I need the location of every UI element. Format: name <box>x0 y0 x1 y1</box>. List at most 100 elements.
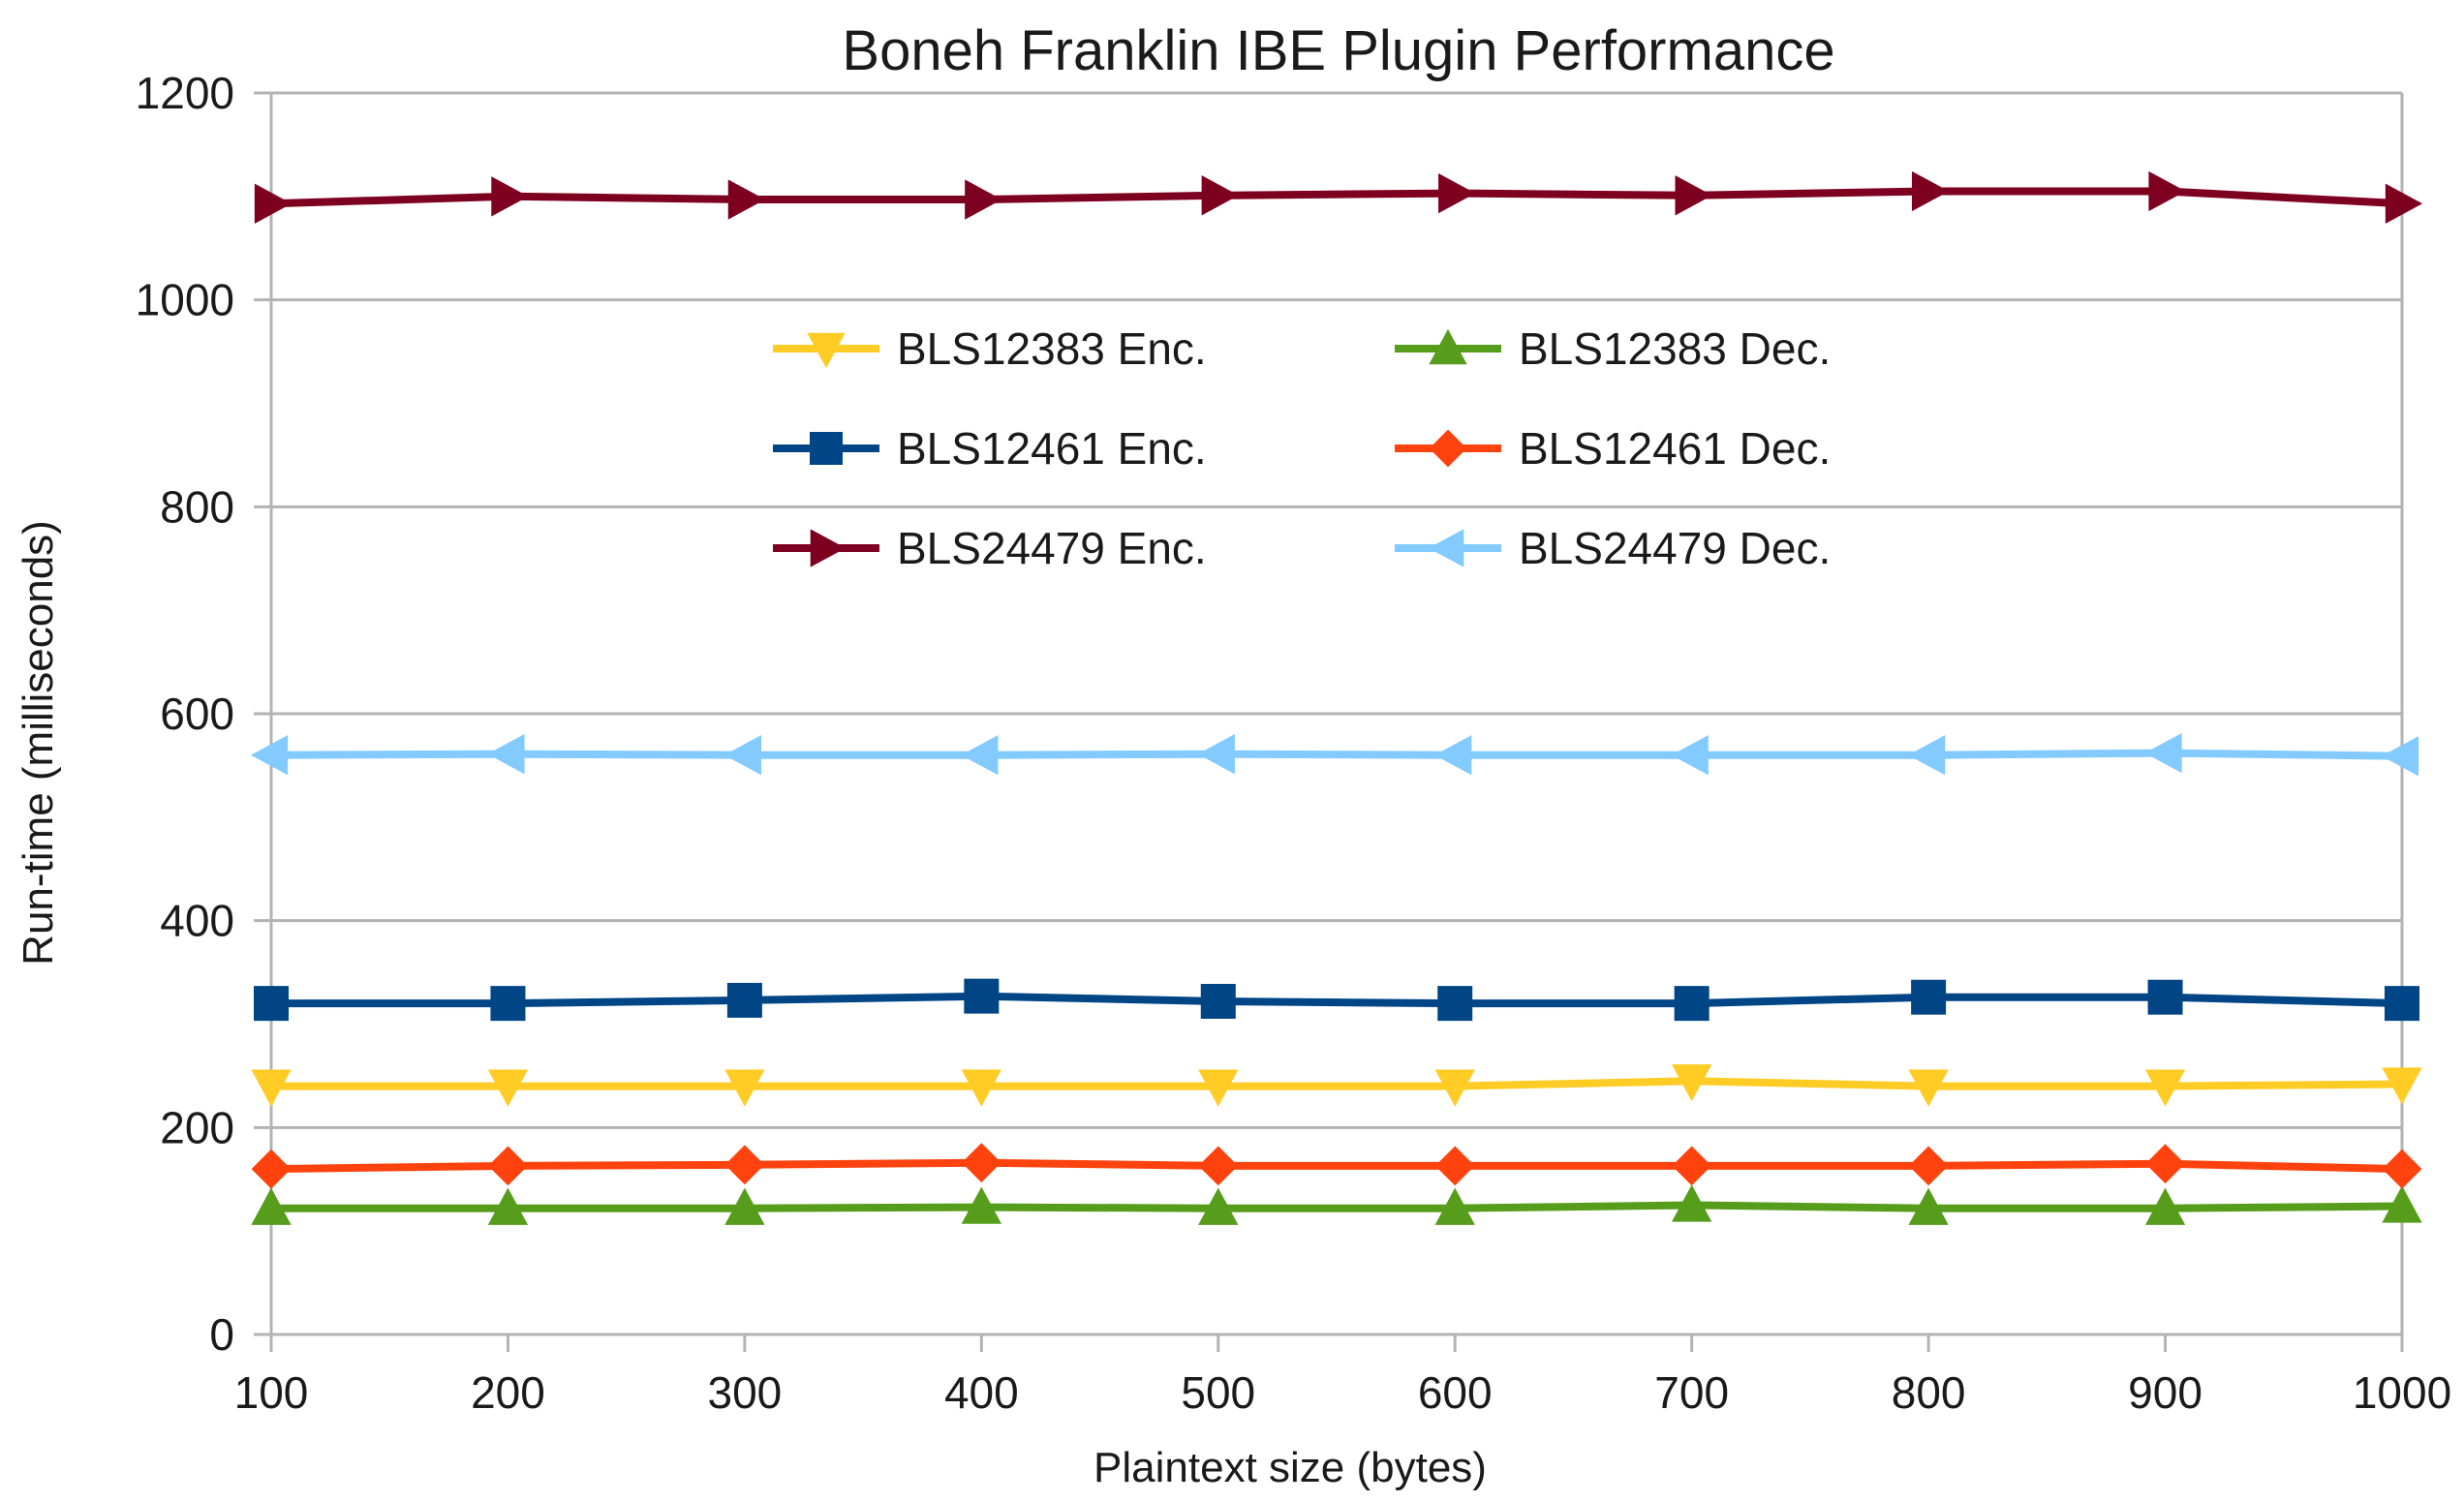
y-tick-label: 1000 <box>136 275 234 325</box>
axes <box>254 91 2404 1352</box>
data-point <box>490 986 526 1022</box>
legend-marker <box>1428 529 1464 567</box>
y-tick-label: 1200 <box>136 68 234 118</box>
data-point <box>251 1187 292 1225</box>
tick-labels: 0 200 400 600 800 1000 1200 100 200 300 400 500 600 7… <box>136 68 2452 1418</box>
data-point <box>2385 986 2419 1022</box>
data-point <box>1671 735 1709 776</box>
gridlines <box>271 91 2402 1336</box>
data-point <box>961 1069 1002 1107</box>
data-point <box>2144 1187 2186 1225</box>
data-point <box>254 183 293 224</box>
x-tick-label: 500 <box>1181 1367 1255 1418</box>
data-point <box>1671 1184 1712 1222</box>
data-point <box>964 978 1000 1014</box>
x-tick-label: 200 <box>471 1367 545 1418</box>
data-point <box>2144 1069 2186 1107</box>
data-point <box>724 735 762 776</box>
legend-item: BLS24479 Dec. <box>1395 523 1831 573</box>
x-tick-label: 400 <box>944 1367 1019 1418</box>
series-bls12461-dec <box>251 1143 2422 1189</box>
legend-item: BLS12461 Dec. <box>1395 423 1831 474</box>
data-point <box>1434 1146 1475 1186</box>
data-point <box>1908 1187 1949 1225</box>
series-bls12383-dec <box>251 1184 2422 1225</box>
legend-label: BLS12383 Enc. <box>897 323 1207 374</box>
data-point <box>2385 183 2423 224</box>
legend-marker <box>810 529 847 567</box>
series-bls12383-enc <box>251 1064 2422 1107</box>
data-point <box>2381 736 2419 777</box>
data-point <box>724 1187 765 1225</box>
y-tick-label: 0 <box>209 1309 234 1360</box>
series-bls24479-enc <box>254 170 2423 224</box>
data-point <box>1434 735 1472 776</box>
data-point <box>1201 175 1239 216</box>
data-point <box>965 179 1002 220</box>
series-bls12461-enc <box>254 978 2419 1022</box>
data-point <box>1198 1187 1239 1225</box>
series-line <box>270 749 2403 760</box>
legend-item: BLS12461 Enc. <box>773 423 1207 474</box>
legend-marker <box>1429 429 1467 468</box>
legend-label: BLS12383 Dec. <box>1519 323 1831 374</box>
data-point <box>487 1187 529 1225</box>
data-point <box>1198 1069 1239 1107</box>
series-bls24479-dec <box>250 732 2419 777</box>
y-tick-label: 800 <box>160 481 234 532</box>
data-point <box>726 982 762 1018</box>
data-point <box>1200 983 1236 1019</box>
series-line <box>271 992 2403 1008</box>
x-tick-label: 700 <box>1654 1367 1729 1418</box>
data-point <box>251 1149 292 1189</box>
data-point <box>1434 1069 1475 1107</box>
x-tick-label: 300 <box>708 1367 783 1418</box>
legend-marker <box>810 432 843 465</box>
data-point <box>724 1069 765 1107</box>
chart-title: Boneh Franklin IBE Plugin Performance <box>842 19 1834 82</box>
data-point <box>724 1145 765 1185</box>
x-tick-label: 100 <box>234 1367 309 1418</box>
data-point <box>1198 1146 1239 1186</box>
y-tick-label: 400 <box>160 896 234 946</box>
y-tick-label: 200 <box>160 1102 234 1152</box>
data-point <box>1197 733 1235 775</box>
data-point <box>491 176 529 217</box>
data-point <box>727 179 765 220</box>
legend-label: BLS24479 Enc. <box>897 523 1207 573</box>
y-tick-label: 600 <box>160 689 234 739</box>
data-point <box>961 1143 1001 1183</box>
data-point <box>2144 732 2182 774</box>
data-point <box>2382 1149 2422 1189</box>
x-axis-label: Plaintext size (bytes) <box>1093 1444 1487 1491</box>
series-group <box>250 170 2423 1225</box>
data-point <box>1438 172 1476 214</box>
data-point <box>488 1146 528 1186</box>
data-point <box>1675 175 1712 216</box>
data-point <box>1674 986 1709 1022</box>
data-point <box>961 1186 1002 1224</box>
data-point <box>487 733 525 775</box>
data-point <box>2382 1185 2422 1223</box>
data-point <box>2382 1067 2422 1105</box>
legend-item: BLS24479 Enc. <box>773 523 1207 573</box>
data-point <box>2145 1144 2185 1184</box>
x-tick-label: 900 <box>2128 1367 2202 1418</box>
series-line <box>271 1077 2403 1090</box>
data-point <box>2147 979 2183 1015</box>
legend-label: BLS12461 Enc. <box>897 423 1207 474</box>
data-point <box>1434 1187 1475 1225</box>
y-axis-label: Run-time (milliseconds) <box>15 520 62 966</box>
x-tick-label: 600 <box>1418 1367 1493 1418</box>
data-point <box>254 986 289 1022</box>
data-point <box>1671 1064 1712 1102</box>
data-point <box>251 1069 292 1107</box>
data-point <box>961 735 999 776</box>
data-point <box>1672 1146 1712 1186</box>
legend: BLS12383 Enc. BLS12383 Dec. BLS12461 Enc. B… <box>773 323 1831 573</box>
legend-marker <box>807 332 846 369</box>
data-point <box>1908 1146 1949 1186</box>
series-line <box>270 1158 2403 1174</box>
data-point <box>1908 735 1946 776</box>
